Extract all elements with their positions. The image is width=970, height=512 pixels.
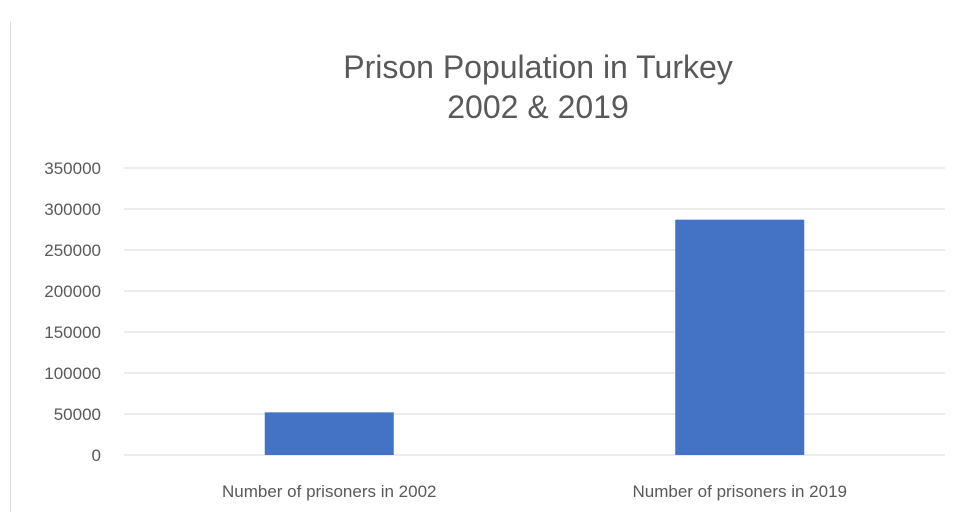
y-tick-label: 150000 [44, 323, 101, 342]
x-category-label: Number of prisoners in 2019 [632, 482, 847, 501]
bars [264, 219, 805, 455]
y-tick-label: 100000 [44, 364, 101, 383]
y-axis-tick-labels: 0 50000 100000 150000 200000 250000 300000 3500… [44, 159, 101, 465]
y-tick-label: 250000 [44, 241, 101, 260]
left-border-rule [10, 22, 11, 512]
bar [675, 219, 805, 455]
y-tick-label: 350000 [44, 159, 101, 178]
chart-title: Prison Population in Turkey 2002 & 2019 [343, 49, 733, 125]
y-tick-label: 200000 [44, 282, 101, 301]
y-tick-label: 0 [92, 446, 101, 465]
x-axis-category-labels: Number of prisoners in 2002 Number of pri… [222, 482, 847, 501]
x-category-label: Number of prisoners in 2002 [222, 482, 437, 501]
y-tick-label: 300000 [44, 200, 101, 219]
chart-title-line-2: 2002 & 2019 [447, 89, 629, 125]
y-tick-label: 50000 [54, 405, 101, 424]
gridlines [124, 167, 945, 456]
bar [264, 412, 394, 455]
chart-title-line-1: Prison Population in Turkey [343, 49, 733, 85]
